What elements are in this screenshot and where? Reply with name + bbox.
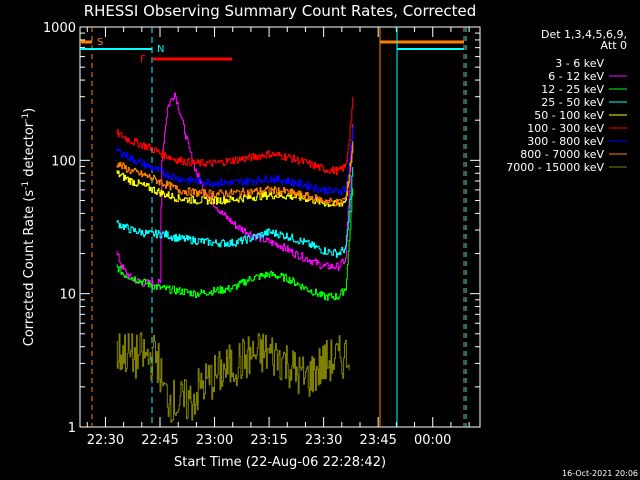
plot-area — [79, 26, 481, 428]
legend-label: 50 - 100 keV — [534, 109, 604, 122]
y-axis: 1 10 100 1000 — [43, 21, 480, 436]
y-axis-label-sup1: -1 — [21, 181, 31, 190]
saa-label: S — [97, 37, 103, 48]
y-tick-label: 1 — [68, 421, 76, 436]
legend-label: 3 - 6 keV — [555, 57, 604, 70]
x-tick-label: 23:00 — [196, 433, 233, 448]
timestamp: 16-Oct-2021 20:06 — [562, 469, 638, 478]
x-tick-label: 23:30 — [305, 433, 342, 448]
series-line — [116, 96, 354, 176]
series-line — [116, 188, 354, 301]
x-tick-label: 22:45 — [141, 433, 178, 448]
y-tick-label: 10 — [59, 288, 76, 303]
x-tick-label: 23:45 — [359, 433, 396, 448]
legend-label: 6 - 12 keV — [548, 70, 604, 83]
series-line — [116, 141, 354, 208]
legend-label: 12 - 25 keV — [541, 83, 604, 96]
y-tick-label: 1000 — [43, 21, 76, 36]
series-line — [116, 167, 354, 258]
series-line — [116, 92, 354, 288]
series-line — [116, 96, 354, 356]
legend-label: 100 - 300 keV — [527, 122, 604, 135]
legend-header: Att 0 — [601, 39, 627, 52]
legend-label: 300 - 800 keV — [527, 135, 604, 148]
series-group — [116, 92, 354, 423]
flag-markers: S N F — [80, 27, 467, 427]
y-axis-label: Corrected Count Rate (s-1 detector-1) — [21, 108, 37, 346]
chart-title: RHESSI Observing Summary Count Rates, Co… — [84, 2, 477, 20]
legend-label: 800 - 7000 keV — [520, 148, 604, 161]
x-axis: 22:30 22:45 23:00 23:15 23:30 23:45 00:00 — [87, 27, 470, 448]
legend-header: Det 1,3,4,5,6,9, — [541, 28, 627, 41]
series-line — [116, 145, 354, 207]
night-label: N — [157, 44, 164, 55]
x-tick-label: 23:15 — [250, 433, 287, 448]
legend-label: 7000 - 15000 keV — [506, 161, 604, 174]
y-tick-label: 100 — [51, 154, 76, 169]
y-axis-label-sup2: -1 — [21, 113, 31, 122]
series-line — [116, 332, 350, 423]
x-tick-label: 22:30 — [87, 433, 124, 448]
x-axis-label: Start Time (22-Aug-06 22:28:42) — [174, 455, 386, 470]
series-line — [116, 127, 354, 195]
legend-label: 25 - 50 keV — [541, 96, 604, 109]
flare-label: F — [140, 54, 146, 65]
x-tick-label: 00:00 — [414, 433, 451, 448]
